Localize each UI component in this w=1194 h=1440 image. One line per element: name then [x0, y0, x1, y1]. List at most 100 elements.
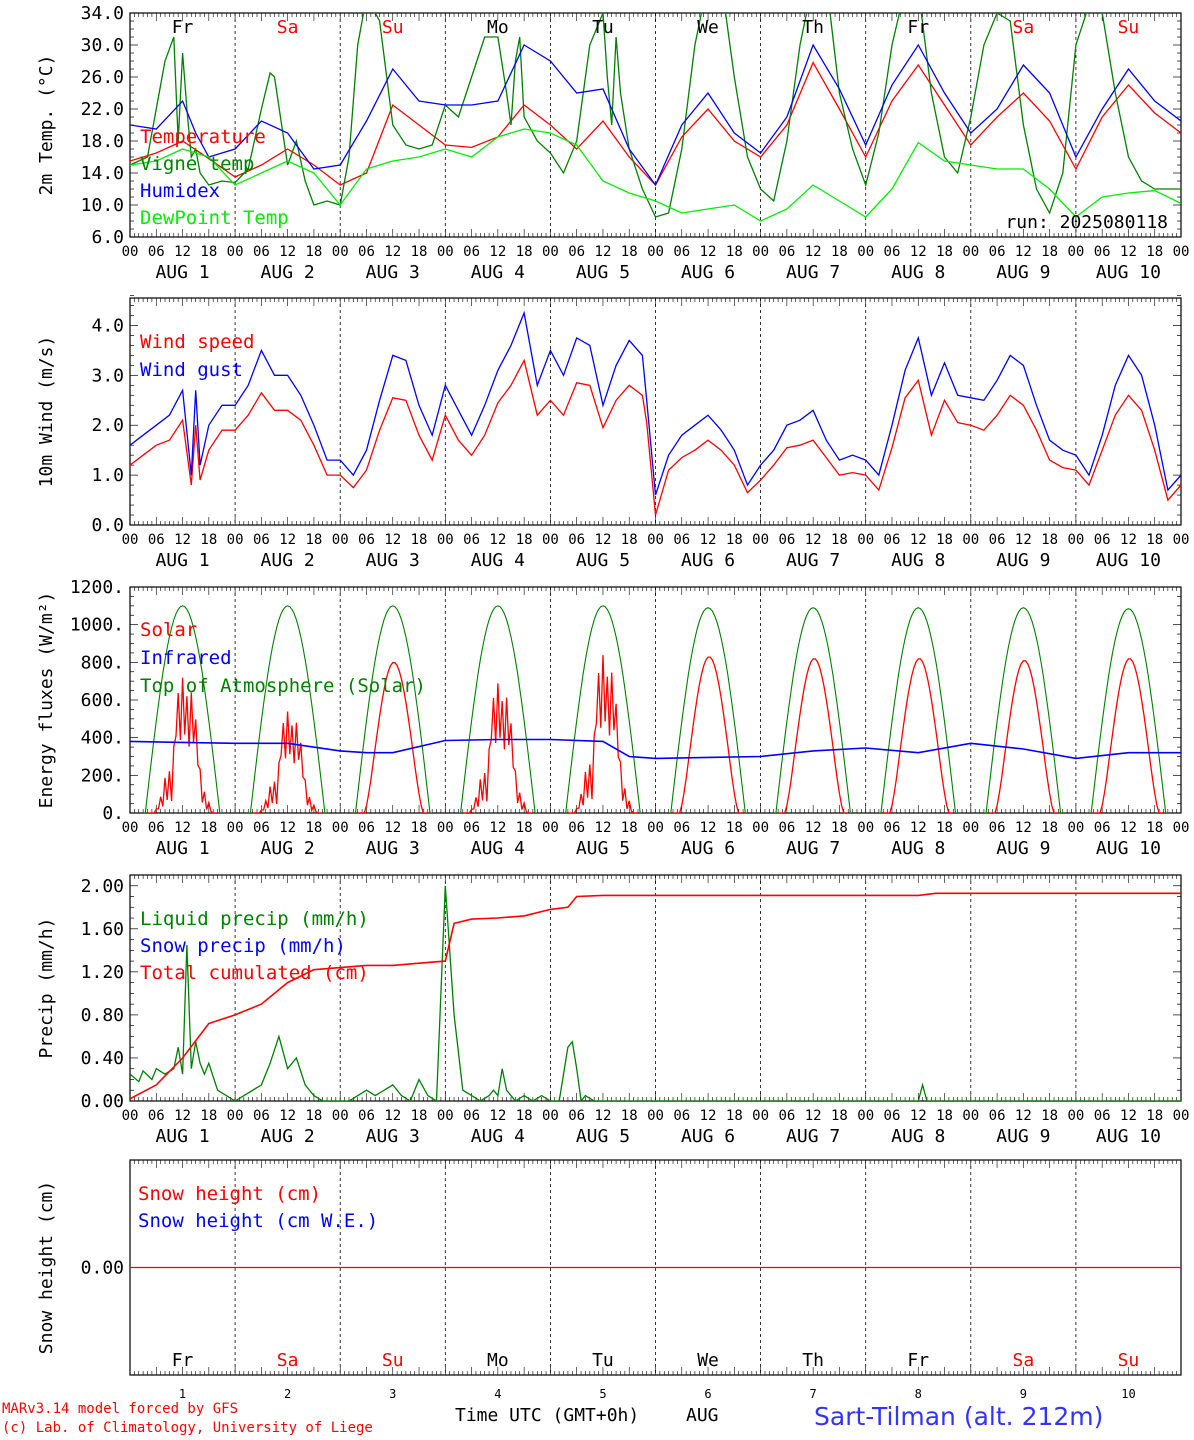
- x-hour-label: 06: [568, 244, 585, 260]
- x-hour-label: 00: [437, 244, 454, 260]
- y-tick-label: 26.0: [81, 67, 124, 88]
- x-date-label: AUG 7: [786, 838, 840, 859]
- x-date-label: AUG 4: [471, 1126, 525, 1147]
- x-hour-label: 06: [1094, 532, 1111, 548]
- y-tick-label: 0.: [102, 803, 124, 824]
- x-date-label: AUG 1: [155, 1126, 209, 1147]
- x-hour-label: 12: [910, 820, 927, 836]
- x-hour-label: 06: [778, 820, 795, 836]
- x-hour-label: 18: [200, 532, 217, 548]
- y-tick-label: 22.0: [81, 99, 124, 120]
- series-line-dewpoint-temp: [130, 128, 1181, 222]
- weekday-label-top: Th: [802, 17, 824, 38]
- x-hour-label: 06: [989, 820, 1006, 836]
- toa-solar-line: [143, 605, 222, 813]
- x-date-label: AUG 9: [996, 838, 1050, 859]
- series-line-total-cumulated-cm: [130, 892, 1181, 1100]
- legend-entry: Humidex: [140, 180, 220, 202]
- panel-2: 0.0 1.0 2.0 3.0 4.0 10m Wind (m/s) 00 06 12 18 AUG…: [36, 295, 1189, 571]
- y-tick-label: 34.0: [81, 3, 124, 24]
- x-hour-label: 06: [463, 1108, 480, 1124]
- x-hour-label: 00: [647, 532, 664, 548]
- toa-solar-line: [563, 605, 643, 813]
- x-date-label: AUG 3: [366, 262, 420, 283]
- toa-solar-line: [248, 605, 328, 813]
- x-hour-label: 00: [542, 532, 559, 548]
- x-hour-label: 06: [253, 820, 270, 836]
- x-hour-label: 06: [148, 532, 165, 548]
- toa-solar-line: [458, 605, 538, 813]
- solar-line: [883, 658, 954, 813]
- x-hour-label: 06: [358, 820, 375, 836]
- x-hour-label: 06: [463, 244, 480, 260]
- y-tick-label: 1200.: [70, 577, 124, 598]
- x-date-label: AUG 5: [576, 262, 630, 283]
- legend-entry: Solar: [140, 619, 197, 641]
- legend-entry: Vigne temp: [140, 153, 254, 175]
- x-axis-month: AUG: [686, 1405, 719, 1426]
- x-hour-label: 12: [700, 244, 717, 260]
- x-hour-label: 06: [778, 244, 795, 260]
- x-date-label: AUG 6: [681, 838, 735, 859]
- x-hour-label: 18: [621, 244, 638, 260]
- x-axis-title: Time UTC (GMT+0h): [455, 1405, 640, 1426]
- y-axis-title: Energy fluxes (W/m²): [36, 592, 57, 809]
- credit-model: MARv3.14 model forced by GFS: [2, 1401, 239, 1417]
- y-tick-label: 1.0: [91, 465, 124, 486]
- y-axis-title: Precip (mm/h): [36, 918, 57, 1059]
- x-date-label: AUG 6: [681, 262, 735, 283]
- weekday-label-top: Mo: [487, 17, 509, 38]
- day-number-label: 9: [1020, 1387, 1027, 1401]
- y-tick-label: 2.00: [81, 876, 124, 897]
- x-hour-label: 12: [1015, 1108, 1032, 1124]
- x-hour-label: 12: [1120, 532, 1137, 548]
- x-hour-label: 12: [805, 532, 822, 548]
- x-hour-label: 18: [516, 532, 533, 548]
- x-hour-label: 18: [516, 820, 533, 836]
- x-hour-label: 06: [148, 820, 165, 836]
- x-hour-label: 12: [1120, 820, 1137, 836]
- y-tick-label: 0.80: [81, 1005, 124, 1026]
- x-hour-label: 06: [358, 244, 375, 260]
- y-tick-label: 800.: [81, 652, 124, 673]
- x-hour-label: 00: [962, 244, 979, 260]
- weekday-label-bottom: Fr: [172, 1350, 194, 1371]
- weekday-label-top: We: [697, 17, 719, 38]
- x-hour-label: 00: [647, 1108, 664, 1124]
- x-date-label: AUG 2: [261, 838, 315, 859]
- weekday-label-top: Fr: [172, 17, 194, 38]
- x-hour-label: 18: [831, 532, 848, 548]
- x-hour-label: 12: [384, 532, 401, 548]
- x-hour-label: 18: [831, 244, 848, 260]
- weekday-label-top: Su: [1118, 17, 1140, 38]
- x-hour-label: 00: [962, 1108, 979, 1124]
- x-hour-label: 06: [673, 1108, 690, 1124]
- y-tick-label: 6.0: [91, 227, 124, 248]
- x-hour-label: 12: [700, 532, 717, 548]
- y-tick-label: 600.: [81, 690, 124, 711]
- x-hour-label: 00: [752, 244, 769, 260]
- x-hour-label: 00: [1173, 244, 1190, 260]
- x-hour-label: 06: [673, 820, 690, 836]
- x-hour-label: 12: [595, 244, 612, 260]
- x-hour-label: 12: [279, 820, 296, 836]
- x-hour-label: 12: [1015, 532, 1032, 548]
- station-title: Sart-Tilman (alt. 212m): [814, 1402, 1104, 1431]
- x-hour-label: 00: [752, 1108, 769, 1124]
- x-hour-label: 00: [122, 532, 139, 548]
- solar-line: [673, 656, 744, 813]
- x-hour-label: 00: [542, 244, 559, 260]
- y-tick-label: 18.0: [81, 131, 124, 152]
- x-hour-label: 00: [437, 532, 454, 548]
- x-date-label: AUG 10: [1096, 550, 1161, 571]
- y-tick-label: 1000.: [70, 615, 124, 636]
- legend-entry: Top of Atmosphere (Solar): [140, 675, 426, 697]
- x-hour-label: 18: [621, 1108, 638, 1124]
- weekday-label-bottom: Mo: [487, 1350, 509, 1371]
- series-line-vigne-temp: [130, 13, 1181, 218]
- x-hour-label: 12: [174, 532, 191, 548]
- x-hour-label: 18: [621, 820, 638, 836]
- weekday-label-bottom: Sa: [277, 1350, 299, 1371]
- x-hour-label: 18: [726, 820, 743, 836]
- y-axis-title: Snow height (cm): [36, 1181, 57, 1354]
